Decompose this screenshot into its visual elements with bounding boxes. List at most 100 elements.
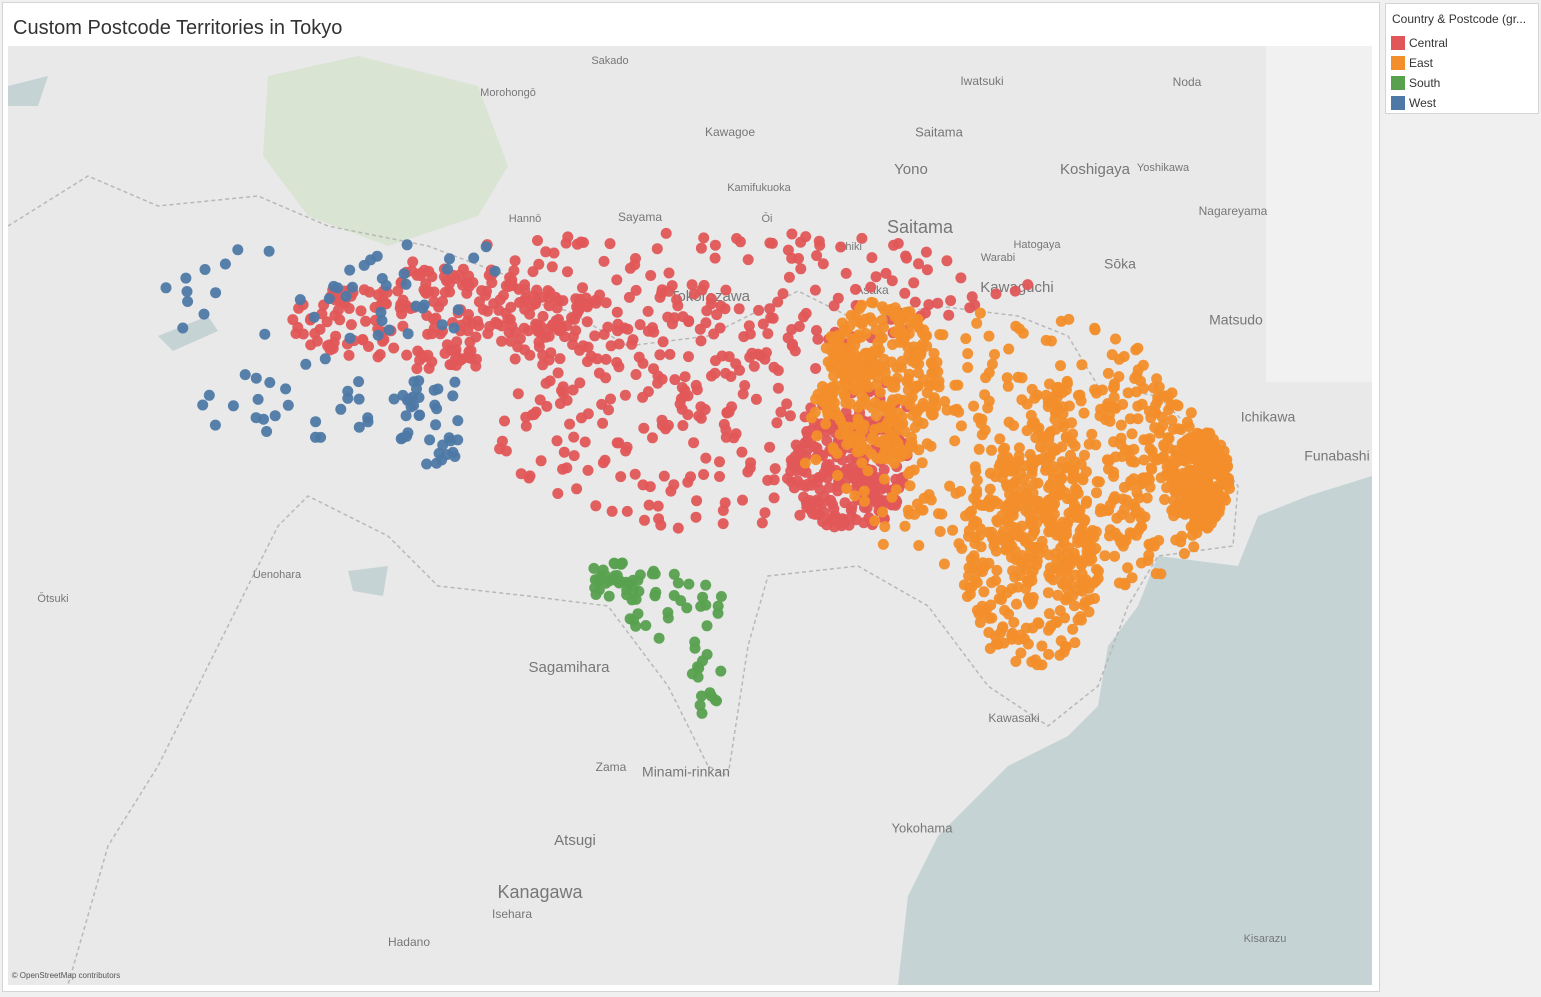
postcode-point bbox=[986, 612, 998, 624]
postcode-point bbox=[720, 431, 732, 443]
postcode-point bbox=[916, 457, 928, 469]
postcode-point bbox=[926, 368, 938, 380]
postcode-point bbox=[499, 415, 510, 427]
postcode-point bbox=[685, 471, 696, 483]
postcode-point bbox=[574, 377, 586, 389]
postcode-point bbox=[431, 403, 443, 415]
postcode-point bbox=[920, 246, 932, 258]
postcode-point bbox=[1039, 512, 1051, 524]
postcode-point bbox=[810, 363, 822, 374]
postcode-point bbox=[941, 255, 953, 267]
postcode-point bbox=[872, 372, 884, 384]
postcode-point bbox=[1115, 419, 1127, 431]
postcode-point bbox=[906, 391, 918, 403]
postcode-point bbox=[768, 361, 780, 373]
postcode-point bbox=[705, 293, 717, 305]
legend-swatch bbox=[1391, 96, 1405, 110]
postcode-point bbox=[683, 316, 695, 328]
postcode-point bbox=[653, 513, 665, 525]
legend-swatch bbox=[1391, 36, 1405, 50]
postcode-point bbox=[1001, 372, 1013, 384]
postcode-point bbox=[335, 403, 347, 415]
postcode-point bbox=[934, 526, 946, 537]
postcode-point bbox=[698, 469, 710, 480]
postcode-point bbox=[1025, 544, 1037, 556]
postcode-point bbox=[430, 419, 442, 431]
postcode-point bbox=[405, 401, 417, 413]
postcode-point bbox=[764, 441, 776, 453]
postcode-point bbox=[1079, 449, 1090, 461]
postcode-point bbox=[1096, 384, 1108, 396]
postcode-point bbox=[198, 308, 210, 320]
place-label: Kanagawa bbox=[497, 882, 583, 902]
postcode-point bbox=[800, 307, 812, 319]
postcode-point bbox=[695, 335, 707, 347]
postcode-point bbox=[737, 388, 749, 400]
postcode-point bbox=[766, 237, 778, 249]
postcode-point bbox=[358, 259, 370, 271]
postcode-point bbox=[825, 331, 837, 343]
postcode-point bbox=[1049, 520, 1061, 532]
postcode-point bbox=[1188, 541, 1200, 553]
postcode-point bbox=[398, 268, 410, 280]
postcode-point bbox=[716, 350, 728, 362]
postcode-point bbox=[300, 358, 312, 370]
postcode-point bbox=[725, 371, 737, 382]
postcode-point bbox=[1094, 410, 1106, 422]
postcode-point bbox=[1047, 442, 1059, 454]
postcode-point bbox=[888, 416, 900, 428]
postcode-point bbox=[1196, 492, 1208, 504]
postcode-point bbox=[955, 420, 967, 432]
postcode-point bbox=[975, 499, 987, 511]
postcode-point bbox=[1055, 315, 1067, 327]
postcode-point bbox=[1102, 367, 1114, 379]
postcode-point bbox=[1069, 440, 1081, 452]
postcode-point bbox=[353, 421, 365, 433]
postcode-point bbox=[1067, 623, 1079, 635]
postcode-point bbox=[533, 341, 545, 353]
postcode-point bbox=[869, 424, 880, 435]
postcode-point bbox=[983, 367, 995, 379]
postcode-point bbox=[600, 297, 612, 309]
postcode-point bbox=[597, 457, 609, 469]
postcode-point bbox=[638, 422, 650, 434]
postcode-point bbox=[1103, 504, 1114, 516]
postcode-point bbox=[651, 243, 663, 255]
postcode-point bbox=[949, 379, 961, 391]
postcode-point bbox=[984, 483, 996, 495]
place-label: Ōtsuki bbox=[37, 593, 68, 605]
postcode-point bbox=[850, 514, 862, 526]
postcode-point bbox=[668, 590, 680, 601]
postcode-point bbox=[1069, 637, 1081, 649]
postcode-point bbox=[1026, 383, 1038, 395]
postcode-point bbox=[489, 265, 501, 277]
postcode-point bbox=[582, 464, 594, 476]
postcode-point bbox=[1052, 385, 1064, 397]
postcode-point bbox=[358, 284, 370, 296]
postcode-point bbox=[849, 370, 861, 382]
postcode-point bbox=[1119, 577, 1131, 589]
postcode-point bbox=[1035, 441, 1046, 453]
postcode-point bbox=[1003, 416, 1015, 428]
postcode-point bbox=[1002, 380, 1014, 392]
postcode-point bbox=[714, 456, 725, 468]
postcode-point bbox=[1104, 524, 1116, 536]
postcode-point bbox=[962, 348, 974, 360]
postcode-point bbox=[876, 314, 888, 326]
postcode-point bbox=[1092, 565, 1104, 577]
postcode-point bbox=[1008, 616, 1020, 628]
postcode-point bbox=[512, 388, 524, 400]
postcode-point bbox=[1040, 389, 1052, 401]
postcode-point bbox=[876, 332, 888, 344]
postcode-point bbox=[1030, 432, 1042, 444]
postcode-point bbox=[850, 283, 861, 295]
place-label: Yoshikawa bbox=[1137, 162, 1190, 174]
postcode-point bbox=[891, 372, 903, 384]
postcode-point bbox=[308, 311, 320, 323]
postcode-point bbox=[401, 349, 413, 361]
postcode-point bbox=[1103, 463, 1114, 475]
postcode-point bbox=[1132, 364, 1144, 376]
postcode-point bbox=[786, 324, 798, 335]
postcode-point bbox=[566, 312, 578, 324]
postcode-point bbox=[1020, 583, 1032, 594]
